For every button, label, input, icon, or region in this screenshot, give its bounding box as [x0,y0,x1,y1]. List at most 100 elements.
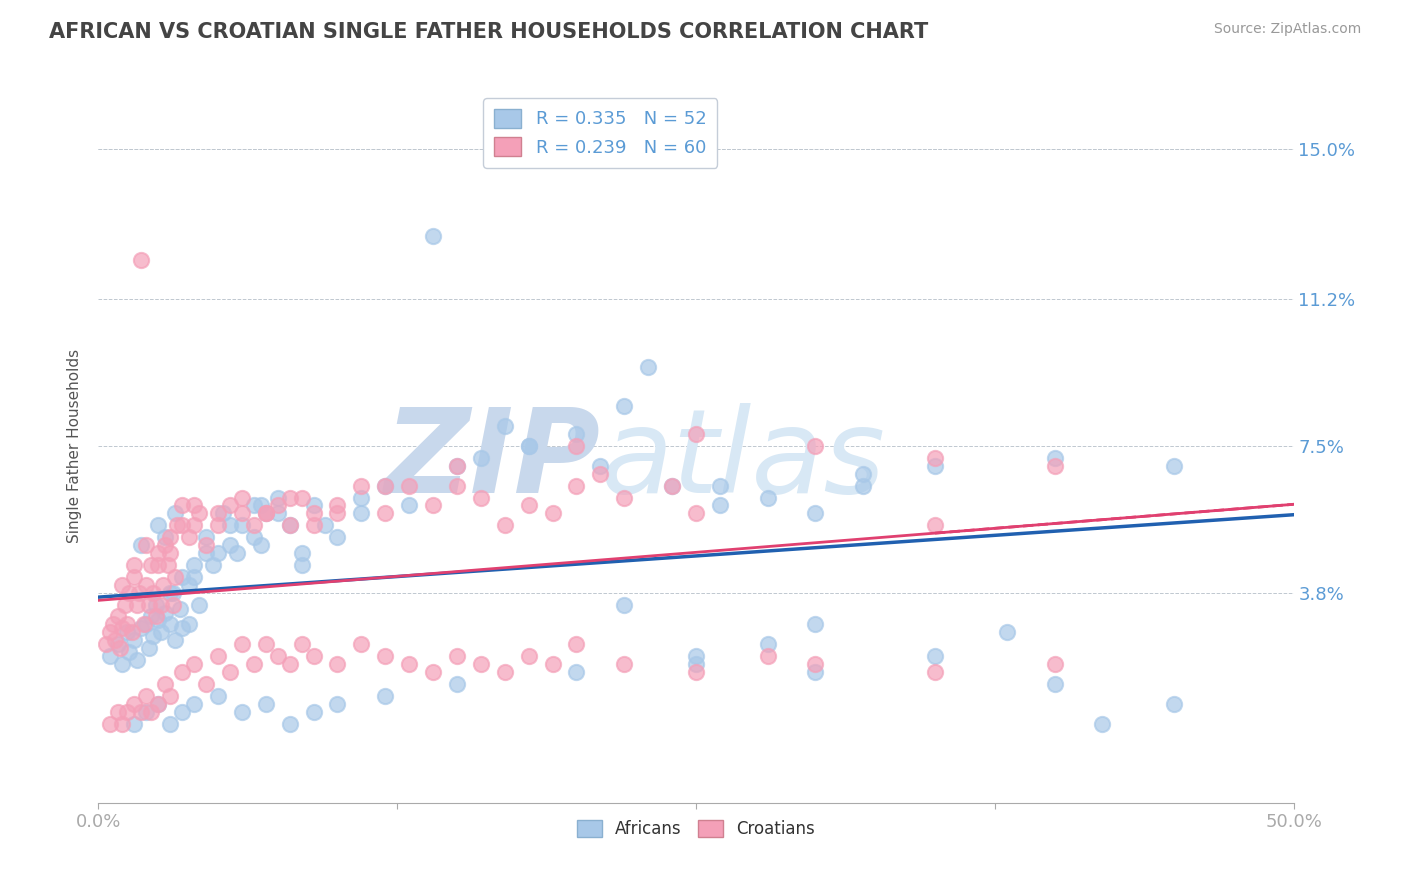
Point [202,558,225,572]
Point [326,499,349,513]
Point [107,705,129,719]
Point [169,601,191,615]
Point [924,458,946,473]
Point [302,518,325,533]
Point [155,677,177,691]
Point [852,467,875,481]
Point [211,507,233,521]
Point [804,617,827,632]
Point [172,570,194,584]
Point [254,507,277,521]
Point [250,538,273,552]
Point [114,598,136,612]
Point [924,518,946,533]
Point [565,427,588,442]
Point [398,657,420,671]
Point [155,606,177,620]
Point [111,716,134,731]
Point [124,558,146,572]
Point [101,617,124,632]
Point [179,530,201,544]
Point [446,458,468,473]
Point [142,629,165,643]
Point [231,507,253,521]
Point [172,518,194,533]
Point [138,598,160,612]
Point [98,716,122,731]
Point [924,665,946,679]
Point [172,665,194,679]
Point [138,641,160,656]
Point [613,400,636,414]
Point [302,705,325,719]
Point [115,705,138,719]
Point [804,665,827,679]
Point [350,491,373,505]
Legend: Africans, Croatians: Africans, Croatians [569,813,823,845]
Point [756,649,779,664]
Point [1091,716,1114,731]
Point [111,578,134,592]
Point [107,637,129,651]
Point [183,570,205,584]
Point [139,558,162,572]
Point [541,507,564,521]
Point [207,546,229,560]
Point [589,458,612,473]
Point [756,637,779,651]
Point [132,617,155,632]
Point [243,499,266,513]
Point [131,705,153,719]
Point [183,697,205,711]
Point [924,450,946,465]
Point [613,598,636,612]
Point [565,665,588,679]
Point [685,427,707,442]
Point [159,716,181,731]
Point [326,507,349,521]
Point [135,705,157,719]
Text: atlas: atlas [600,403,886,517]
Point [243,657,266,671]
Point [156,558,179,572]
Point [470,657,492,671]
Point [1043,677,1066,691]
Point [267,649,290,664]
Point [149,625,172,640]
Y-axis label: Single Father Households: Single Father Households [67,349,83,543]
Point [326,530,349,544]
Point [124,633,146,648]
Point [517,439,540,453]
Point [139,705,162,719]
Point [163,507,186,521]
Point [685,665,707,679]
Point [517,499,540,513]
Point [159,530,181,544]
Point [231,491,253,505]
Point [613,657,636,671]
Point [195,530,218,544]
Point [172,705,194,719]
Point [166,518,188,533]
Point [398,478,420,492]
Point [804,439,827,453]
Point [124,716,146,731]
Point [326,697,349,711]
Point [565,439,588,453]
Point [104,633,127,648]
Point [1043,458,1066,473]
Point [995,625,1018,640]
Point [278,518,301,533]
Point [398,499,420,513]
Point [1043,450,1066,465]
Point [254,697,277,711]
Point [118,585,141,599]
Point [135,538,157,552]
Point [267,491,290,505]
Point [350,507,373,521]
Point [804,507,827,521]
Text: ZIP: ZIP [384,403,600,517]
Point [142,585,165,599]
Point [350,478,373,492]
Point [111,621,134,635]
